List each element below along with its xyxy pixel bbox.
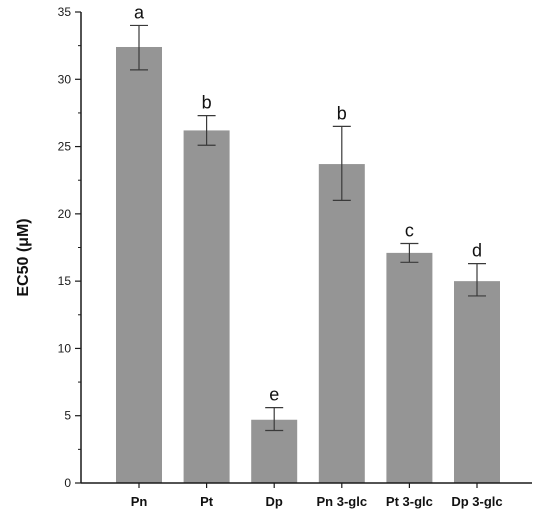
x-tick-label-6: Dp 3-glc	[451, 494, 502, 509]
significance-letter-1: a	[134, 2, 145, 22]
y-tick-label-35: 35	[58, 5, 72, 19]
y-tick-label-20: 20	[58, 207, 72, 221]
error-bars-group	[130, 24, 486, 432]
significance-letter-4: b	[337, 103, 347, 123]
significance-letter-5: c	[405, 220, 414, 240]
y-axis-label: EC50 (μM)	[15, 218, 32, 296]
significance-letter-2: b	[202, 93, 212, 113]
y-tick-label-25: 25	[58, 140, 72, 154]
y-tick-label-10: 10	[58, 341, 72, 355]
error-bar-1	[130, 24, 148, 71]
y-tick-label-30: 30	[58, 72, 72, 86]
x-tick-label-4: Pn 3-glc	[317, 494, 368, 509]
significance-letter-3: e	[269, 385, 279, 405]
significance-letters-group: a b e b c d	[134, 2, 482, 404]
error-bar-5	[400, 242, 419, 263]
error-bar-2	[197, 115, 216, 146]
x-tick-label-3: Dp	[266, 494, 283, 509]
significance-letter-6: d	[472, 241, 482, 261]
bar-4	[318, 164, 365, 483]
bar-5	[386, 252, 433, 483]
bar-6	[454, 281, 500, 483]
x-tick-label-1: Pn	[131, 494, 148, 509]
x-tick-label-2: Pt	[200, 494, 214, 509]
bar-1	[116, 46, 162, 483]
y-tick-label-15: 15	[58, 274, 72, 288]
error-bar-4	[332, 125, 351, 201]
x-axis: Pn Pt Dp Pn 3-glc Pt 3-glc Dp 3-glc	[81, 482, 532, 509]
y-tick-label-0: 0	[64, 476, 71, 490]
bars-group	[116, 46, 500, 483]
bar-2	[183, 130, 230, 483]
error-bar-3	[265, 407, 284, 432]
y-axis: 0 5 10 15 20 25 30 35	[58, 5, 82, 490]
y-tick-label-5: 5	[64, 409, 71, 423]
x-tick-label-5: Pt 3-glc	[386, 494, 433, 509]
error-bar-6	[468, 263, 486, 297]
